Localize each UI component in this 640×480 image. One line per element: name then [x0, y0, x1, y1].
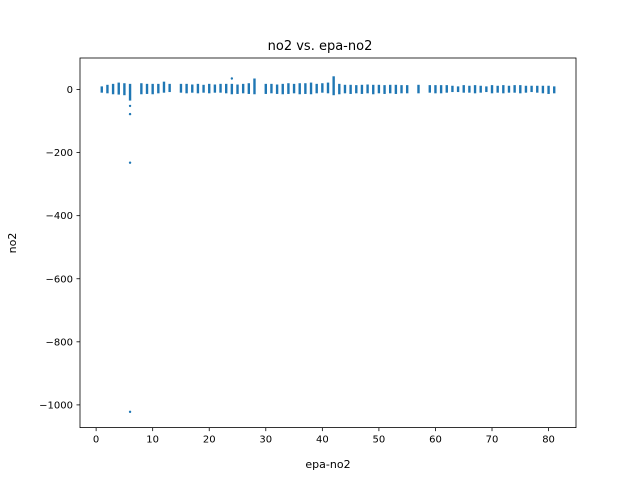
y-tick-label: −1000	[39, 400, 73, 411]
y-tick-label: −600	[46, 274, 73, 285]
x-axis: 0 10 20 30 40 50 60 70 80	[93, 427, 555, 446]
x-tick-label: 80	[542, 435, 555, 446]
x-tick-label: 40	[316, 435, 329, 446]
x-tick-label: 30	[259, 435, 272, 446]
y-axis: 0 −200 −400 −600 −800 −1000	[39, 85, 80, 411]
data-points	[100, 76, 556, 414]
data-point	[128, 161, 132, 164]
x-tick-label: 20	[203, 435, 216, 446]
y-tick-label: −400	[46, 211, 73, 222]
x-axis-label: epa-no2	[305, 458, 350, 471]
data-point	[128, 410, 132, 414]
y-tick-label: −200	[46, 148, 73, 159]
data-point	[128, 112, 132, 116]
x-tick-label: 70	[486, 435, 499, 446]
plot-frame	[79, 57, 577, 429]
data-point	[128, 104, 132, 108]
chart-title: no2 vs. epa-no2	[268, 39, 373, 54]
x-tick-label: 10	[146, 435, 159, 446]
y-tick-label: −800	[46, 337, 73, 348]
y-tick-label: 0	[67, 85, 73, 96]
x-tick-label: 50	[373, 435, 386, 446]
x-tick-label: 0	[93, 435, 99, 446]
x-tick-label: 60	[429, 435, 442, 446]
data-point	[230, 77, 234, 80]
y-axis-label: no2	[6, 233, 19, 254]
